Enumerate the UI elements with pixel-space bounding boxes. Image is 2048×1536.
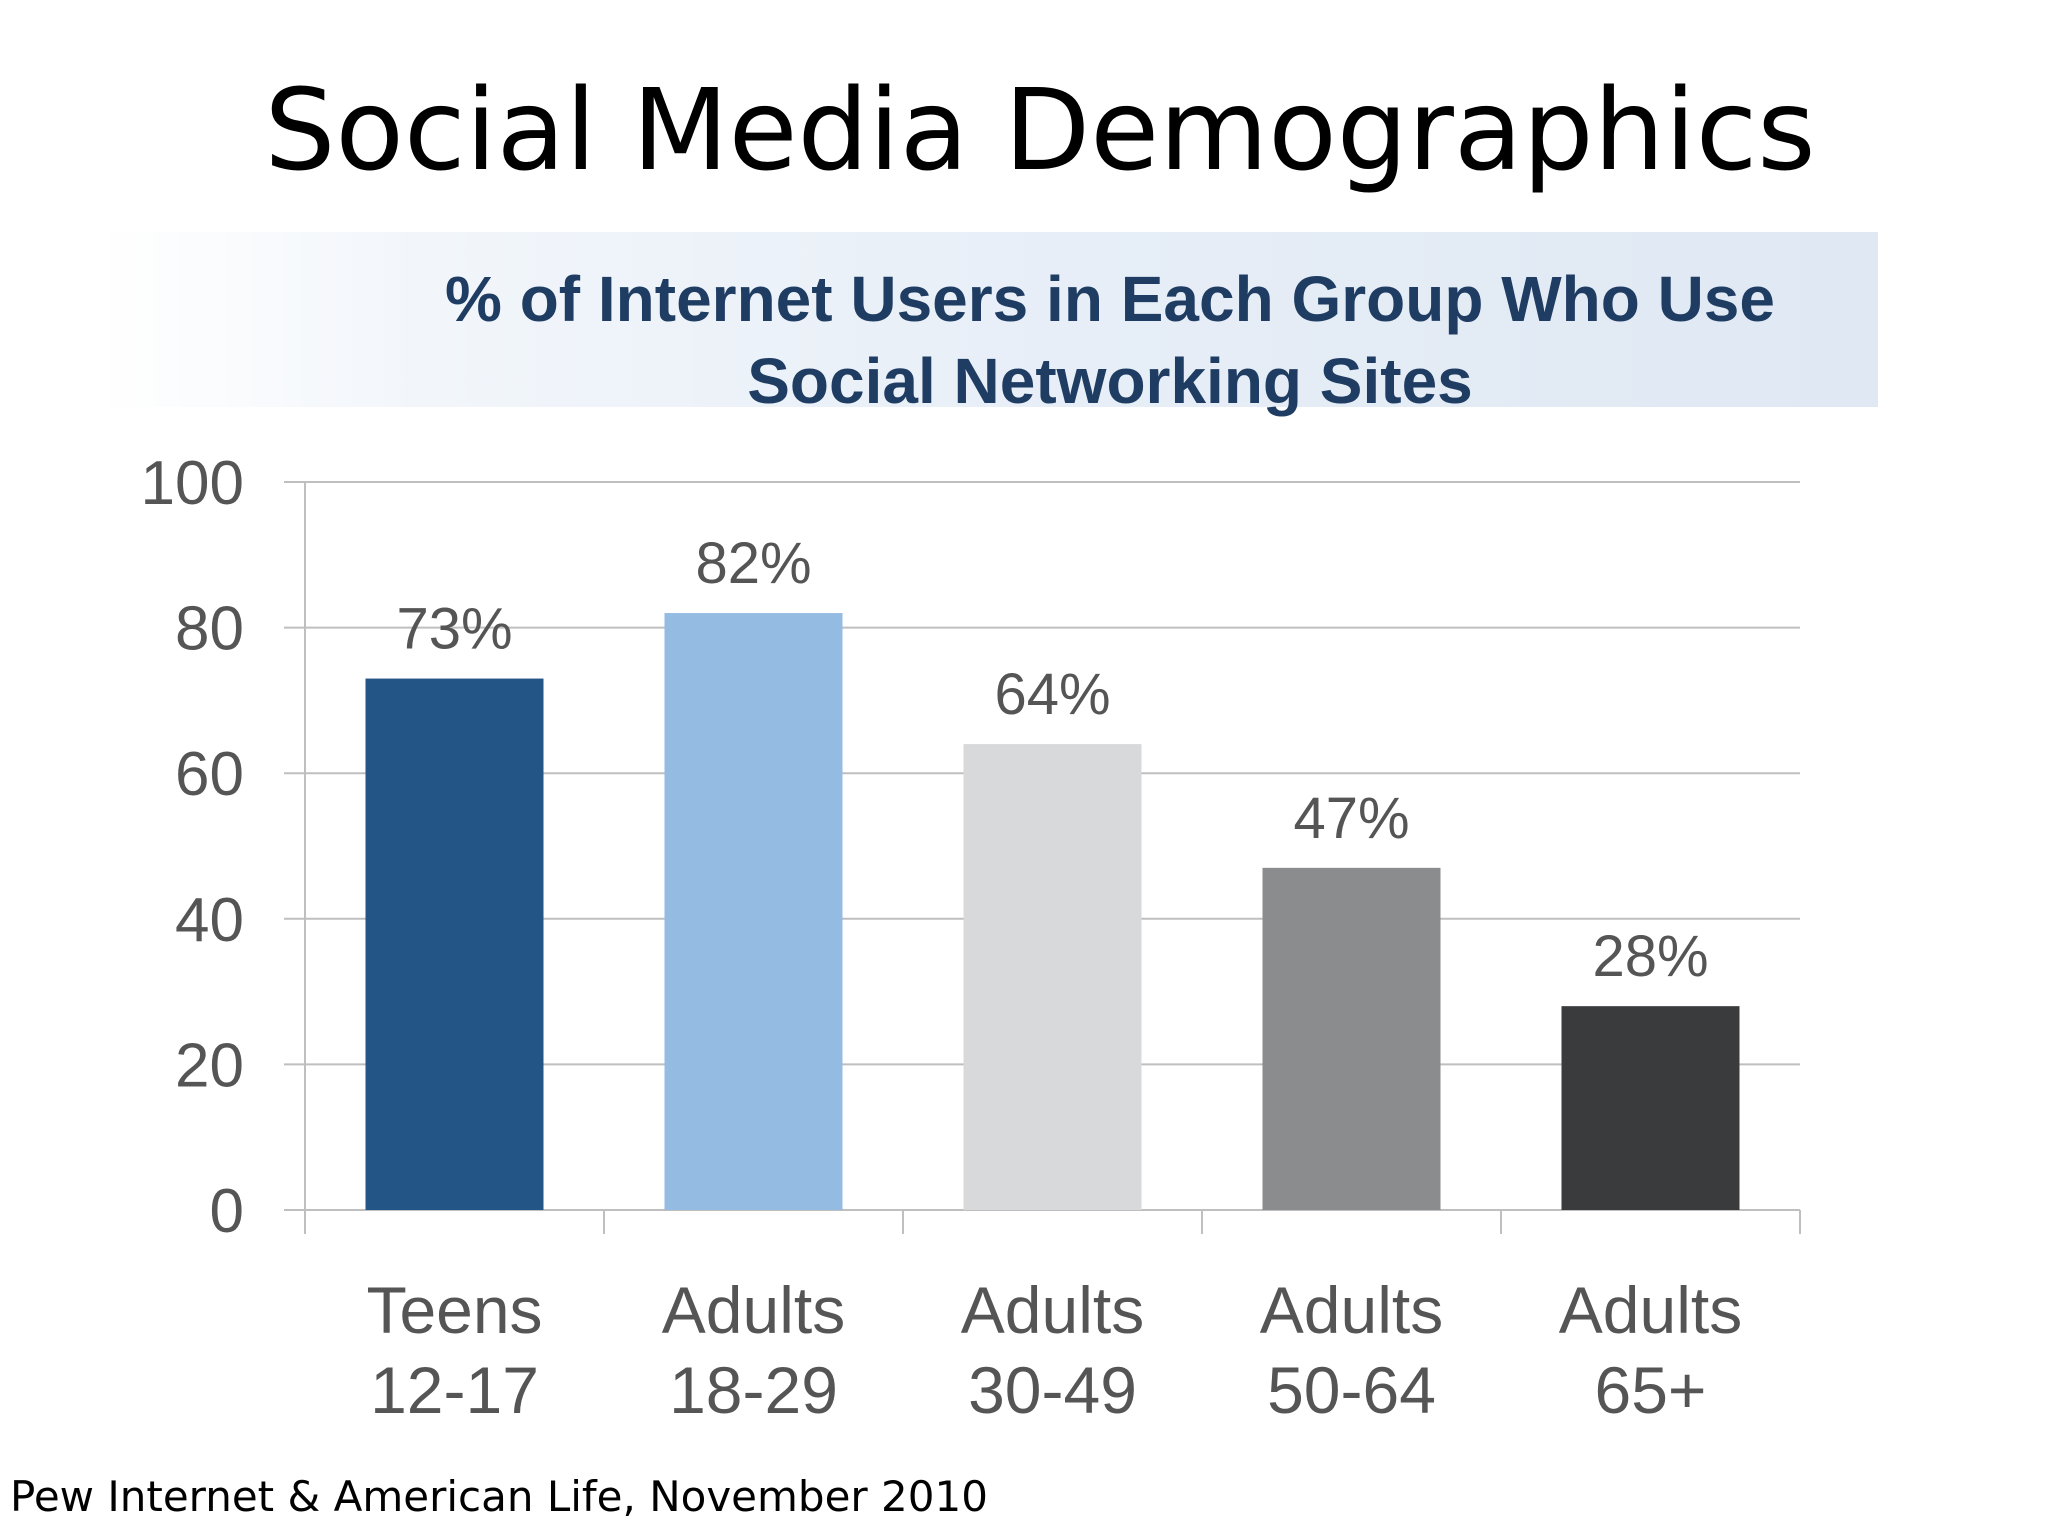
data-label-1: 73% [396, 597, 512, 662]
bar-1 [365, 678, 544, 1210]
chart-title-banner [96, 232, 1878, 407]
bar-3 [963, 744, 1142, 1210]
x-category-label: 18-29 [669, 1353, 838, 1427]
chart-title-line-2: Social Networking Sites [747, 345, 1473, 417]
y-tick-label: 40 [175, 886, 244, 955]
data-label-3: 64% [994, 662, 1110, 727]
bar-5 [1561, 1006, 1740, 1210]
source-citation: Pew Internet & American Life, November 2… [10, 1472, 988, 1521]
y-tick-label: 100 [141, 449, 244, 518]
x-category-label: Teens [366, 1273, 542, 1347]
x-category-label: Adults [1559, 1273, 1742, 1347]
bar-2 [664, 613, 843, 1210]
bar-4 [1262, 867, 1441, 1210]
x-category-label: Adults [961, 1273, 1144, 1347]
y-tick-label: 60 [175, 740, 244, 809]
data-label-2: 82% [695, 531, 811, 596]
x-category-label: 12-17 [370, 1353, 539, 1427]
x-category-label: 30-49 [968, 1353, 1137, 1427]
x-category-label: Adults [662, 1273, 845, 1347]
x-category-label: 65+ [1595, 1353, 1707, 1427]
x-category-label: 50-64 [1267, 1353, 1436, 1427]
data-label-4: 47% [1293, 786, 1409, 851]
chart-title-line-1: % of Internet Users in Each Group Who Us… [445, 263, 1775, 335]
y-tick-label: 80 [175, 595, 244, 664]
slide-title: Social Media Demographics [264, 66, 1816, 196]
data-label-5: 28% [1592, 924, 1708, 989]
y-tick-label: 20 [175, 1031, 244, 1100]
y-tick-label: 0 [210, 1177, 244, 1246]
chart-title: % of Internet Users in Each Group Who Us… [340, 258, 1880, 422]
x-category-label: Adults [1260, 1273, 1443, 1347]
